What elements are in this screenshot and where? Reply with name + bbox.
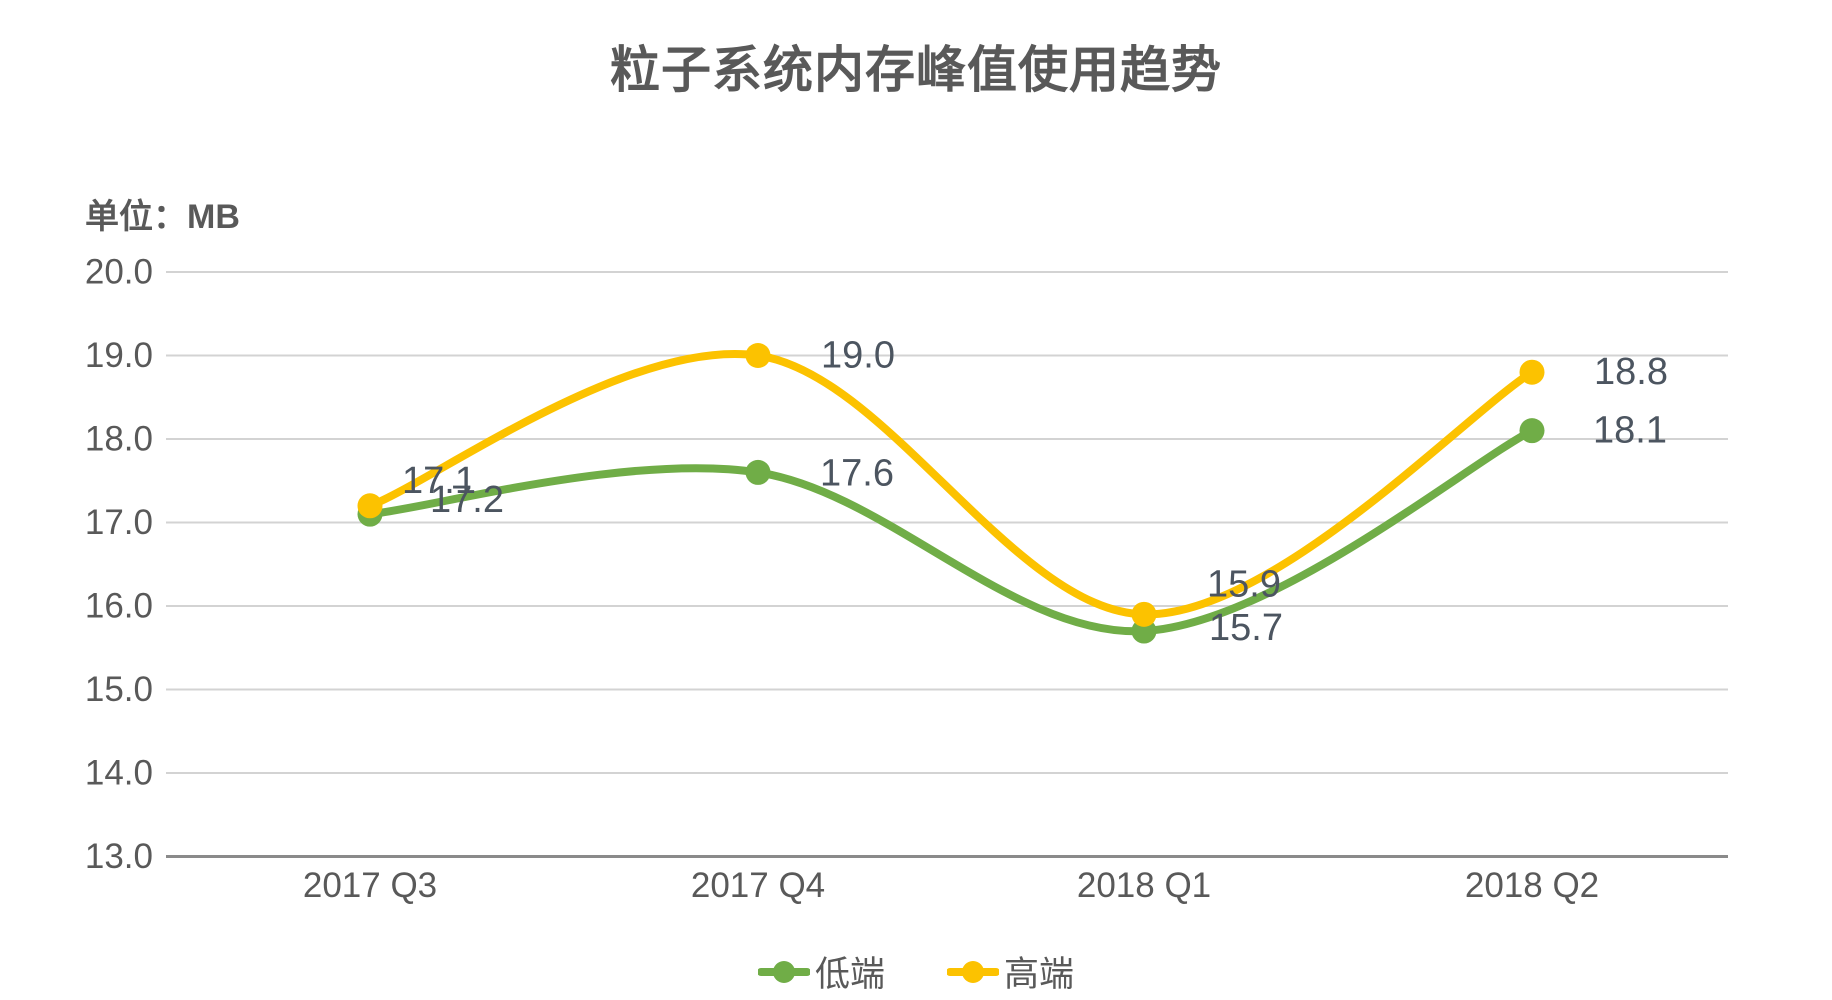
value-label-low-0: 17.1 xyxy=(402,460,476,502)
chart-title: 粒子系统内存峰值使用趋势 xyxy=(610,42,1222,98)
data-point-high-1 xyxy=(745,343,771,368)
x-tick-label: 2017 Q4 xyxy=(691,866,825,905)
y-tick-label: 15.0 xyxy=(85,670,153,709)
value-label-high-0: 17.2 xyxy=(430,479,504,521)
legend-label-low: 低端 xyxy=(814,955,885,994)
value-label-high-1: 19.0 xyxy=(821,335,895,377)
data-point-high-0 xyxy=(357,493,383,519)
value-label-low-3: 18.1 xyxy=(1593,410,1667,452)
value-label-high-2: 15.9 xyxy=(1207,563,1281,605)
y-tick-label: 13.0 xyxy=(85,837,153,876)
x-tick-label: 2017 Q3 xyxy=(303,866,437,905)
legend-item-low: 低端 xyxy=(757,946,885,997)
low-series-legend-marker-icon xyxy=(757,960,810,983)
high-series-legend-marker-icon xyxy=(947,960,999,983)
data-point-high-2 xyxy=(1131,601,1157,627)
y-tick-label: 17.0 xyxy=(85,503,153,542)
y-tick-label: 14.0 xyxy=(85,754,153,793)
unit-label: 单位：MB xyxy=(85,198,240,236)
y-tick-label: 16.0 xyxy=(85,587,153,626)
y-tick-label: 19.0 xyxy=(85,336,153,375)
value-label-high-3: 18.8 xyxy=(1594,351,1668,393)
x-tick-label: 2018 Q1 xyxy=(1077,866,1211,905)
series-line-low xyxy=(366,426,1536,636)
data-point-low-1 xyxy=(745,459,771,485)
series-line-high xyxy=(366,350,1536,619)
value-label-low-2: 15.7 xyxy=(1209,607,1283,649)
y-tick-label: 20.0 xyxy=(85,253,153,292)
legend: 低端 高端 xyxy=(0,946,1832,997)
legend-item-high: 高端 xyxy=(947,946,1074,997)
value-label-low-1: 17.6 xyxy=(820,452,894,494)
data-point-low-3 xyxy=(1519,418,1545,444)
x-tick-label: 2018 Q2 xyxy=(1465,866,1599,905)
legend-label-high: 高端 xyxy=(1004,955,1075,994)
y-tick-label: 18.0 xyxy=(85,420,153,459)
data-point-high-3 xyxy=(1519,359,1545,385)
